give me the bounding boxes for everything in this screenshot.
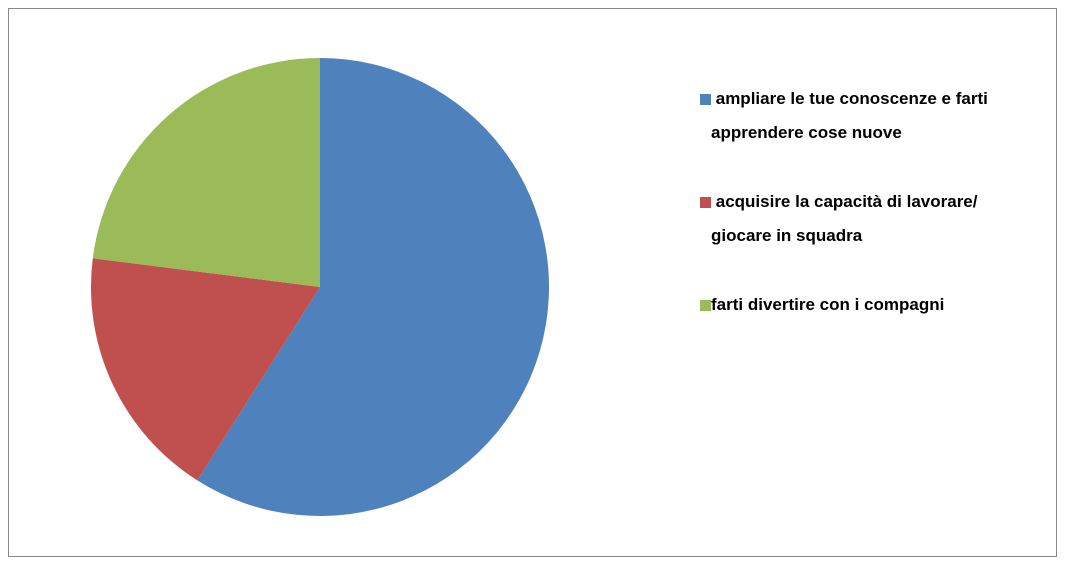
legend-entry: ampliare le tue conoscenze e farti appre…: [700, 82, 1000, 150]
pie-slice: [197, 58, 550, 516]
legend-entry: acquisire la capacità di lavorare/ gioca…: [700, 185, 1000, 253]
legend-swatch: [700, 94, 711, 105]
legend-swatch: [700, 300, 711, 311]
pie-slice: [92, 58, 321, 287]
chart-frame: [8, 8, 1057, 557]
legend-swatch: [700, 197, 711, 208]
legend-label: ampliare le tue conoscenze e farti appre…: [711, 89, 993, 142]
legend-entry: farti divertire con i compagni: [700, 288, 1000, 322]
legend-label: acquisire la capacità di lavorare/ gioca…: [711, 192, 983, 245]
legend-label: farti divertire con i compagni: [711, 295, 945, 314]
pie-slice: [91, 258, 320, 481]
